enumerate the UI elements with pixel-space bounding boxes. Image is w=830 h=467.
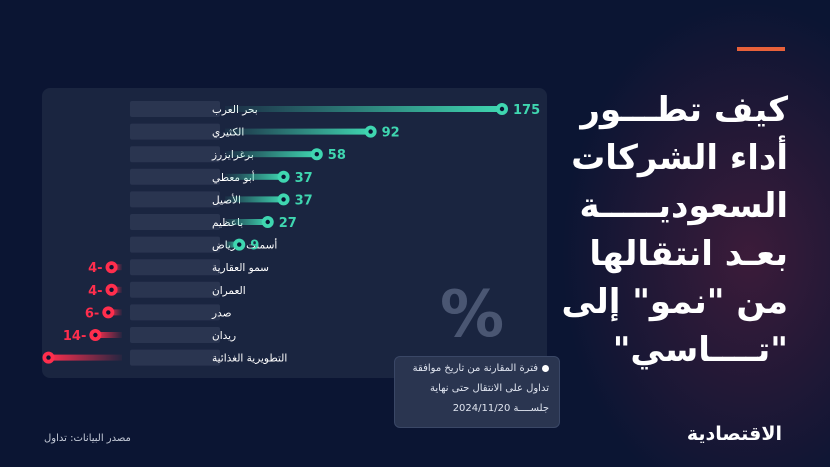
bar-endpoint-center [499,106,505,112]
bar [225,196,284,203]
bar-endpoint-center [314,152,320,157]
category-label-box [130,327,220,343]
bar [225,219,268,225]
category-label-box [130,349,220,366]
headline-line: السعوديـــــة [579,186,788,226]
category-label-box [130,259,220,276]
value-label: 37 [295,171,313,186]
category-label: صدر [211,307,232,319]
note-line: فترة المقارنة من تاريخ موافقة [405,359,549,379]
value-label: 4- [88,261,102,276]
bar [225,151,317,158]
bar [225,128,371,135]
category-label-box [130,168,220,185]
headline-line: كيف تطـــور [580,90,788,130]
note-line: تداول على الانتقال حتى نهاية [429,383,549,394]
headline-line: أداء الشركات [571,138,788,178]
bar [225,106,502,112]
bar [48,354,122,361]
comparison-note: فترة المقارنة من تاريخ موافقة تداول على … [394,356,560,428]
category-label: سمو العقارية [212,262,269,274]
value-label: 27 [279,216,297,231]
note-line-text: فترة المقارنة من تاريخ موافقة [412,363,538,374]
bar [95,332,122,338]
publisher-logo: الاقتصادية [686,423,782,445]
bar-endpoint-center [237,242,242,247]
value-label: 9 [250,239,259,254]
bar [225,173,284,180]
headline-line: من "نمو" إلى [561,282,788,322]
bar-chart: بحر العرب175الكثيري92برغرايزرز58أبو معطي… [42,101,540,366]
category-label: التطويرية الغذائية [212,353,287,365]
bar-endpoint-center [109,287,114,292]
accent-line [737,47,785,51]
value-label: 6- [85,306,99,321]
headline-line: بعـد انتقالها [589,234,788,274]
category-label: ريدان [212,330,236,342]
bar-endpoint-center [281,197,286,202]
bar-endpoint-center [109,265,114,270]
value-label: 58 [328,148,346,163]
chart-panel: بحر العرب175الكثيري92برغرايزرز58أبو معطي… [42,88,560,428]
category-label-box [130,281,220,298]
value-label: 4- [88,284,102,299]
category-label-box [130,123,220,140]
bar-endpoint-center [265,219,270,225]
bar-endpoint-center [46,355,51,360]
value-label: 14- [63,329,87,344]
headline: كيف تطـــور أداء الشركات السعوديـــــة ب… [548,86,788,374]
category-label-box [130,146,220,163]
bar-endpoint-center [368,129,373,134]
category-label-box [130,191,220,208]
value-label: 92 [382,126,400,141]
category-label-box [130,236,220,253]
note-line: جلســــة 2024/11/20 [452,403,549,414]
bar [225,241,240,248]
category-label-box [130,214,220,230]
bar-endpoint-center [93,332,98,338]
background-glow [560,0,830,467]
category-label: العمران [212,285,246,297]
bar-endpoint-center [106,310,111,315]
value-label: 175 [513,103,540,118]
bullet-icon [542,364,549,372]
value-label: 37 [295,193,313,208]
bar-endpoint-center [281,174,286,179]
percent-symbol: % [440,278,505,352]
category-label-box [130,101,220,117]
bar [108,309,122,316]
category-label-box [130,304,220,321]
data-source: مصدر البيانات: تداول [44,433,131,444]
headline-line: "تــــاسي" [612,330,788,370]
